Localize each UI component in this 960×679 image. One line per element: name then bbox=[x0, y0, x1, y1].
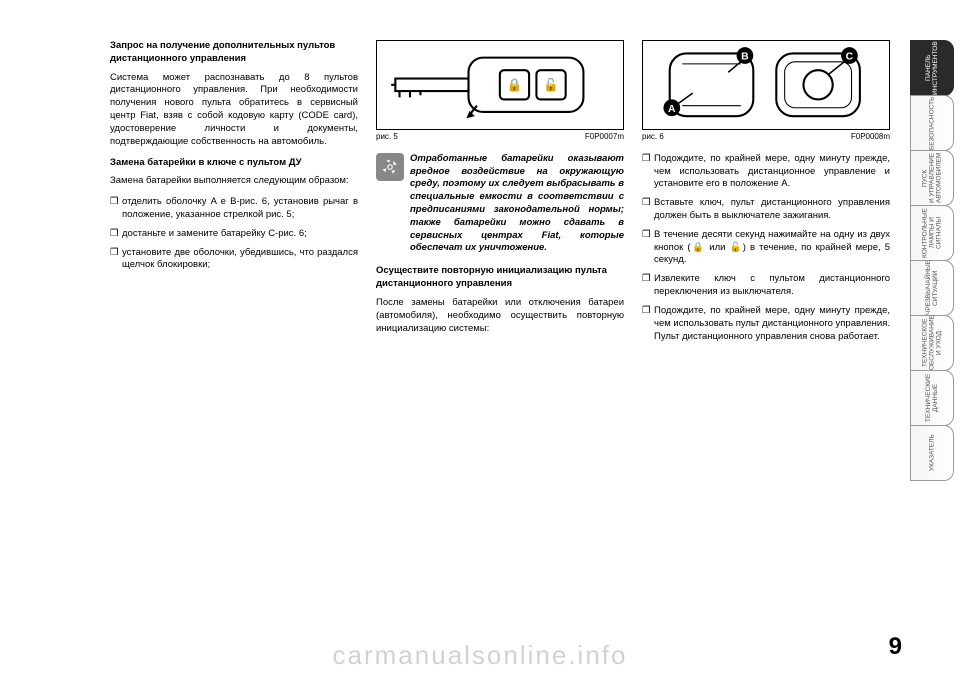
column-2: 🔒 🔓 рис. 5 F0P0007m Отработанные батарей… bbox=[376, 40, 624, 620]
figure-6-caption: рис. 6 F0P0008m bbox=[642, 132, 890, 143]
side-tab[interactable]: УКАЗАТЕЛЬ bbox=[910, 425, 954, 481]
figure-6: A B C bbox=[642, 40, 890, 130]
side-tab[interactable]: ПУСК И УПРАВЛЕНИЕ АВТОМОБИЛЕМ bbox=[910, 150, 954, 206]
watermark: carmanualsonline.info bbox=[0, 640, 960, 671]
figure-6-label: рис. 6 bbox=[642, 132, 664, 143]
unlock-icon: 🔓 bbox=[730, 242, 743, 253]
para-reinit: После замены батарейки или отключения ба… bbox=[376, 297, 624, 335]
side-tab[interactable]: ЧРЕЗВЫЧАЙНЫЕ СИТУАЦИИ bbox=[910, 260, 954, 316]
side-tab[interactable]: ТЕХНИЧЕСКИЕ ДАННЫЕ bbox=[910, 370, 954, 426]
figure-5-label: рис. 5 bbox=[376, 132, 398, 143]
recycle-icon bbox=[376, 153, 404, 181]
heading-battery-replace: Замена батарейки в ключе с пультом ДУ bbox=[110, 157, 358, 170]
page-number: 9 bbox=[889, 633, 902, 661]
heading-request-remotes: Запрос на получение дополнительных пульт… bbox=[110, 40, 358, 66]
figure-6-code: F0P0008m bbox=[851, 132, 890, 143]
side-tabs: ПАНЕЛЬ ИНСТРУМЕНТОВБЕЗОПАСНОСТЬПУСК И УП… bbox=[910, 40, 954, 480]
side-tab[interactable]: ПАНЕЛЬ ИНСТРУМЕНТОВ bbox=[910, 40, 954, 96]
heading-reinit: Осуществите повторную инициализацию пуль… bbox=[376, 265, 624, 291]
list-item: Извлеките ключ с пультом дистанционного … bbox=[642, 273, 890, 299]
para-battery-intro: Замена батарейки выполняется следующим о… bbox=[110, 175, 358, 188]
warning-box: Отработанные батарейки оказывают вредное… bbox=[376, 153, 624, 256]
list-item: достаньте и замените батарейку C-рис. 6; bbox=[110, 228, 358, 241]
list-battery-steps: отделить оболочку A е B-рис. 6, установи… bbox=[110, 196, 358, 272]
side-tab[interactable]: КОНТРОЛЬНЫЕ ЛАМПЫ И СИГНАЛЫ bbox=[910, 205, 954, 261]
side-tab[interactable]: БЕЗОПАСНОСТЬ bbox=[910, 95, 954, 151]
list-reinit-steps: Подождите, по крайней мере, одну минуту … bbox=[642, 153, 890, 344]
column-3: A B C рис. 6 F0P0008 bbox=[642, 40, 890, 620]
figure-5-code: F0P0007m bbox=[585, 132, 624, 143]
li3-part-b: или bbox=[705, 242, 729, 253]
svg-text:🔒: 🔒 bbox=[507, 78, 523, 92]
svg-text:B: B bbox=[741, 52, 749, 63]
figure-5: 🔒 🔓 bbox=[376, 40, 624, 130]
svg-text:A: A bbox=[668, 104, 676, 115]
figure-6-svg: A B C bbox=[649, 43, 883, 127]
column-1: Запрос на получение дополнительных пульт… bbox=[110, 40, 358, 620]
side-tab[interactable]: ТЕХНИЧЕСКОЕ ОБСЛУЖИВАНИЕ И УХОД bbox=[910, 315, 954, 371]
list-item: Подождите, по крайней мере, одну минуту … bbox=[642, 305, 890, 343]
svg-text:C: C bbox=[846, 52, 854, 63]
lock-icon: 🔒 bbox=[691, 242, 706, 253]
figure-5-svg: 🔒 🔓 bbox=[383, 43, 617, 127]
warning-text: Отработанные батарейки оказывают вредное… bbox=[410, 153, 624, 256]
list-item: установите две оболочки, убедившись, что… bbox=[110, 247, 358, 273]
list-item: Подождите, по крайней мере, одну минуту … bbox=[642, 153, 890, 191]
content-columns: Запрос на получение дополнительных пульт… bbox=[110, 40, 890, 620]
page: Запрос на получение дополнительных пульт… bbox=[0, 0, 960, 679]
para-request-remotes: Система может распознавать до 8 пультов … bbox=[110, 72, 358, 149]
list-item: Вставьте ключ, пульт дистанционного упра… bbox=[642, 197, 890, 223]
list-item: отделить оболочку A е B-рис. 6, установи… bbox=[110, 196, 358, 222]
list-item: В течение десяти секунд нажимайте на одн… bbox=[642, 229, 890, 267]
svg-text:🔓: 🔓 bbox=[543, 77, 559, 92]
figure-5-caption: рис. 5 F0P0007m bbox=[376, 132, 624, 143]
